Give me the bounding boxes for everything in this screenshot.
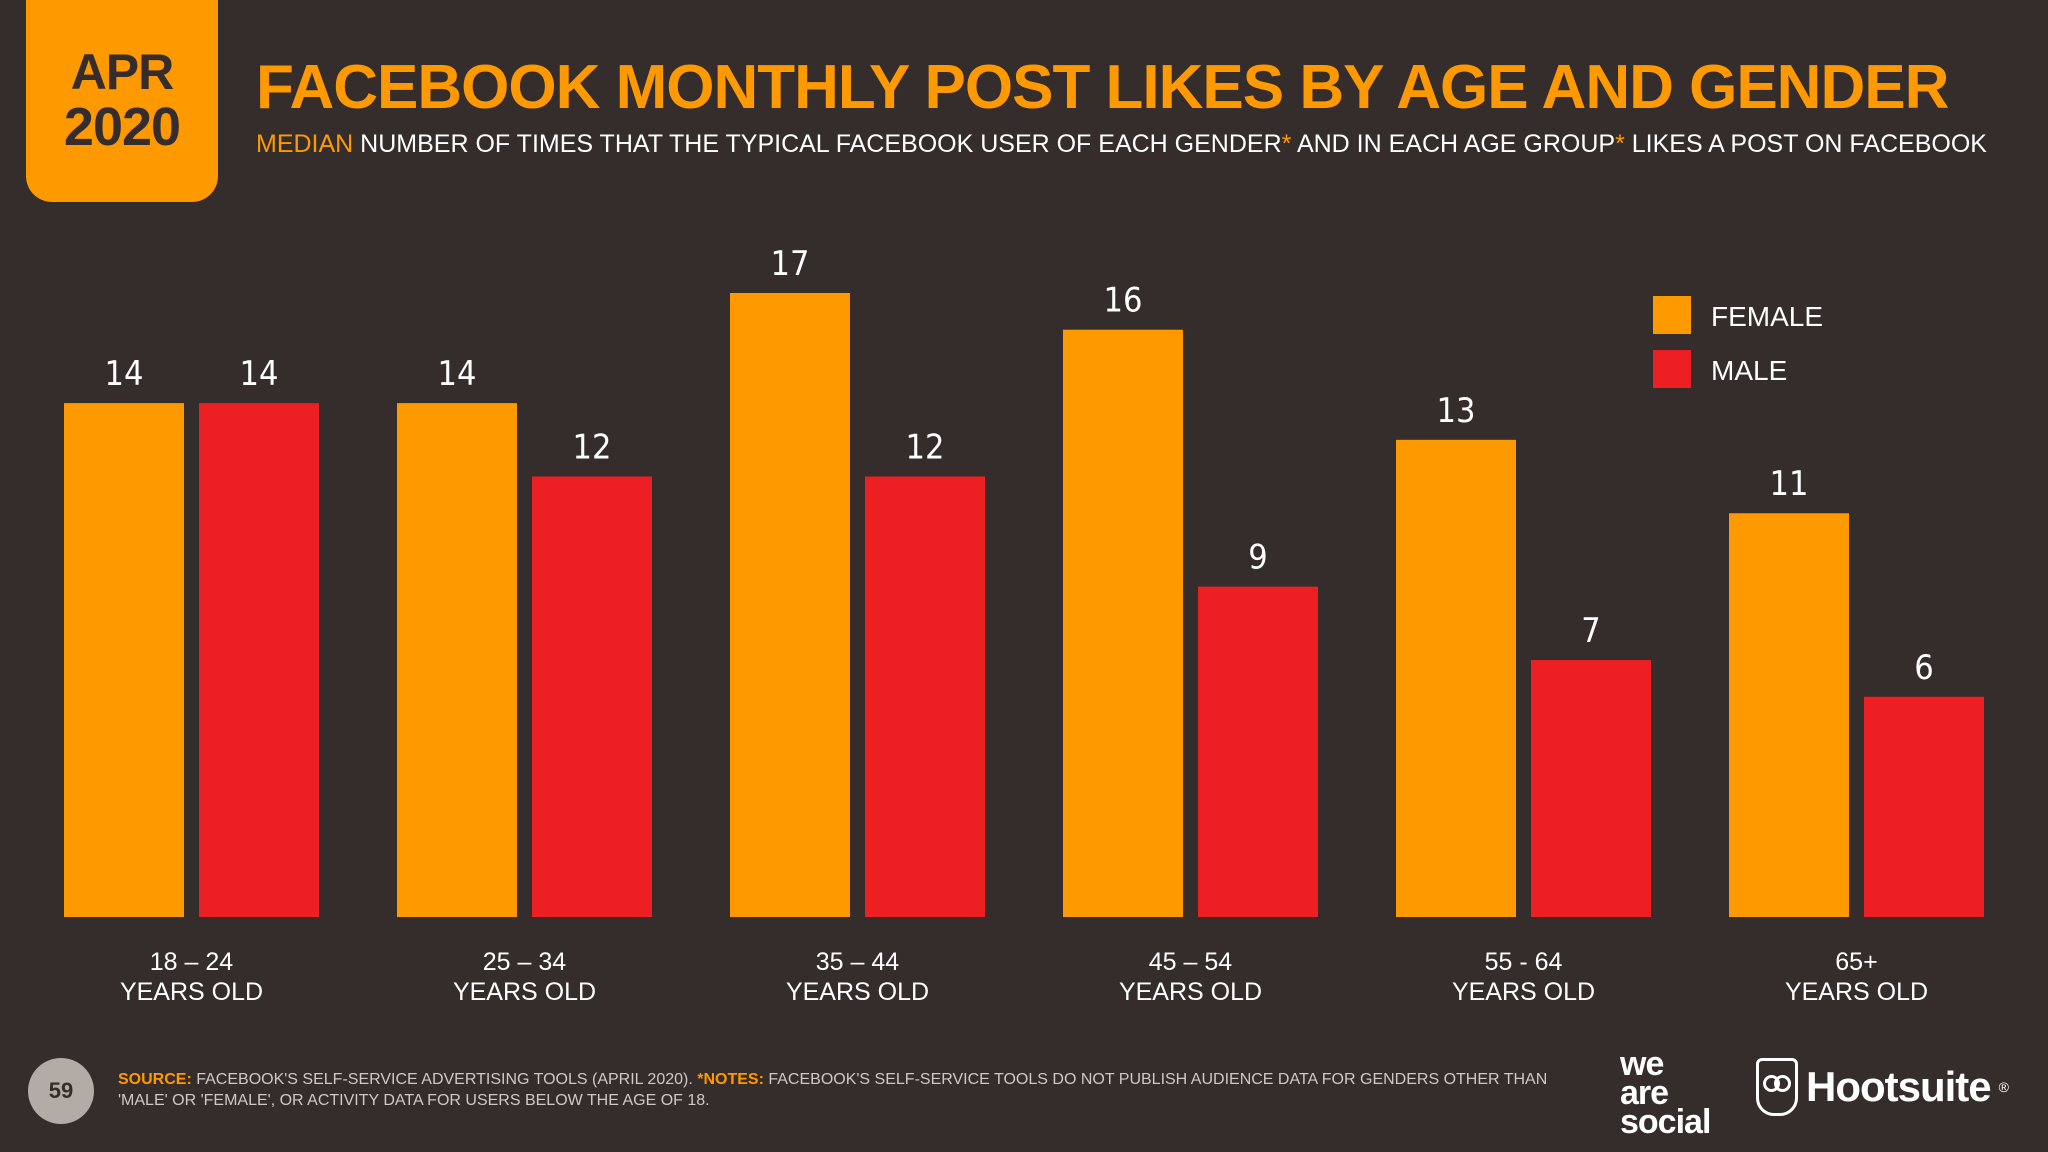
bar-female-3 [730, 293, 850, 917]
bar-label-female-4: 16 [1104, 281, 1143, 321]
bar-male-6 [1864, 696, 1984, 917]
subtitle-asterisk-2: * [1615, 130, 1625, 158]
bar-female-6 [1729, 513, 1849, 917]
category-label-5-line2: YEARS OLD [1452, 978, 1595, 1006]
subtitle-highlight: MEDIAN [256, 130, 354, 158]
we-are-social-logo: we are social [1620, 1045, 1711, 1141]
logo-was-line3: social [1620, 1102, 1711, 1141]
subtitle-part3: LIKES A POST ON FACEBOOK [1624, 130, 1987, 158]
footer-source: SOURCE: FACEBOOK'S SELF-SERVICE ADVERTIS… [118, 1070, 1598, 1112]
owl-icon [1756, 1058, 1798, 1116]
hootsuite-logo: Hootsuite ® [1756, 1058, 2009, 1116]
bar-label-male-2: 12 [573, 428, 612, 468]
bar-label-male-4: 9 [1248, 538, 1267, 578]
bar-male-5 [1531, 660, 1651, 917]
legend-swatch-male [1653, 350, 1691, 388]
notes-text: FACEBOOK'S SELF-SERVICE TOOLS DO NOT PUB… [118, 1071, 1548, 1109]
page-number: 59 [28, 1058, 94, 1124]
category-label-1-line1: 18 – 24 [150, 948, 234, 976]
bar-female-2 [397, 403, 517, 917]
legend-label-female: FEMALE [1711, 301, 1823, 332]
bar-label-female-5: 13 [1437, 391, 1476, 431]
bar-label-male-1: 14 [240, 354, 279, 394]
bar-label-male-3: 12 [906, 428, 945, 468]
notes-label: *NOTES: [697, 1071, 764, 1088]
subtitle-part1: NUMBER OF TIMES THAT THE TYPICAL FACEBOO… [353, 130, 1282, 158]
bar-male-1 [199, 403, 319, 917]
badge-year: 2020 [63, 96, 181, 157]
bar-label-female-2: 14 [438, 354, 477, 394]
bar-label-female-1: 14 [105, 354, 144, 394]
legend-swatch-female [1653, 296, 1691, 334]
bar-male-4 [1198, 586, 1318, 917]
page-subtitle: MEDIAN NUMBER OF TIMES THAT THE TYPICAL … [256, 130, 1987, 159]
bar-female-5 [1396, 439, 1516, 917]
category-label-5-line1: 55 - 64 [1485, 948, 1563, 976]
page-title: FACEBOOK MONTHLY POST LIKES BY AGE AND G… [256, 53, 1949, 122]
bar-label-female-6: 11 [1770, 464, 1809, 504]
source-label: SOURCE: [118, 1071, 192, 1088]
subtitle-asterisk-1: * [1281, 130, 1292, 158]
bar-female-1 [64, 403, 184, 917]
legend: FEMALE MALE [1653, 296, 1823, 388]
category-label-6-line1: 65+ [1835, 948, 1877, 976]
badge-month: APR [70, 44, 175, 101]
category-label-2-line1: 25 – 34 [483, 948, 567, 976]
logo-was-line2: are [1620, 1073, 1669, 1112]
category-label-3-line2: YEARS OLD [786, 978, 929, 1006]
legend-label-male: MALE [1711, 355, 1787, 386]
category-label-4-line1: 45 – 54 [1149, 948, 1233, 976]
category-label-4-line2: YEARS OLD [1119, 978, 1262, 1006]
date-badge: APR 2020 [26, 0, 218, 202]
bar-male-2 [532, 476, 652, 917]
logo-was-line1: we [1620, 1045, 1664, 1083]
hootsuite-wordmark: Hootsuite [1806, 1063, 1992, 1110]
category-label-3-line1: 35 – 44 [816, 948, 900, 976]
bar-label-female-3: 17 [771, 244, 810, 284]
bar-male-3 [865, 476, 985, 917]
source-text: FACEBOOK'S SELF-SERVICE ADVERTISING TOOL… [191, 1071, 698, 1088]
bar-label-male-5: 7 [1581, 611, 1600, 651]
bar-female-4 [1063, 329, 1183, 917]
bar-label-male-6: 6 [1914, 648, 1933, 688]
category-label-2-line2: YEARS OLD [453, 978, 596, 1006]
category-label-6-line2: YEARS OLD [1785, 978, 1928, 1006]
subtitle-part2: AND IN EACH AGE GROUP [1291, 130, 1616, 158]
hootsuite-registered-mark: ® [1998, 1079, 2009, 1095]
category-label-1-line2: YEARS OLD [120, 978, 263, 1006]
